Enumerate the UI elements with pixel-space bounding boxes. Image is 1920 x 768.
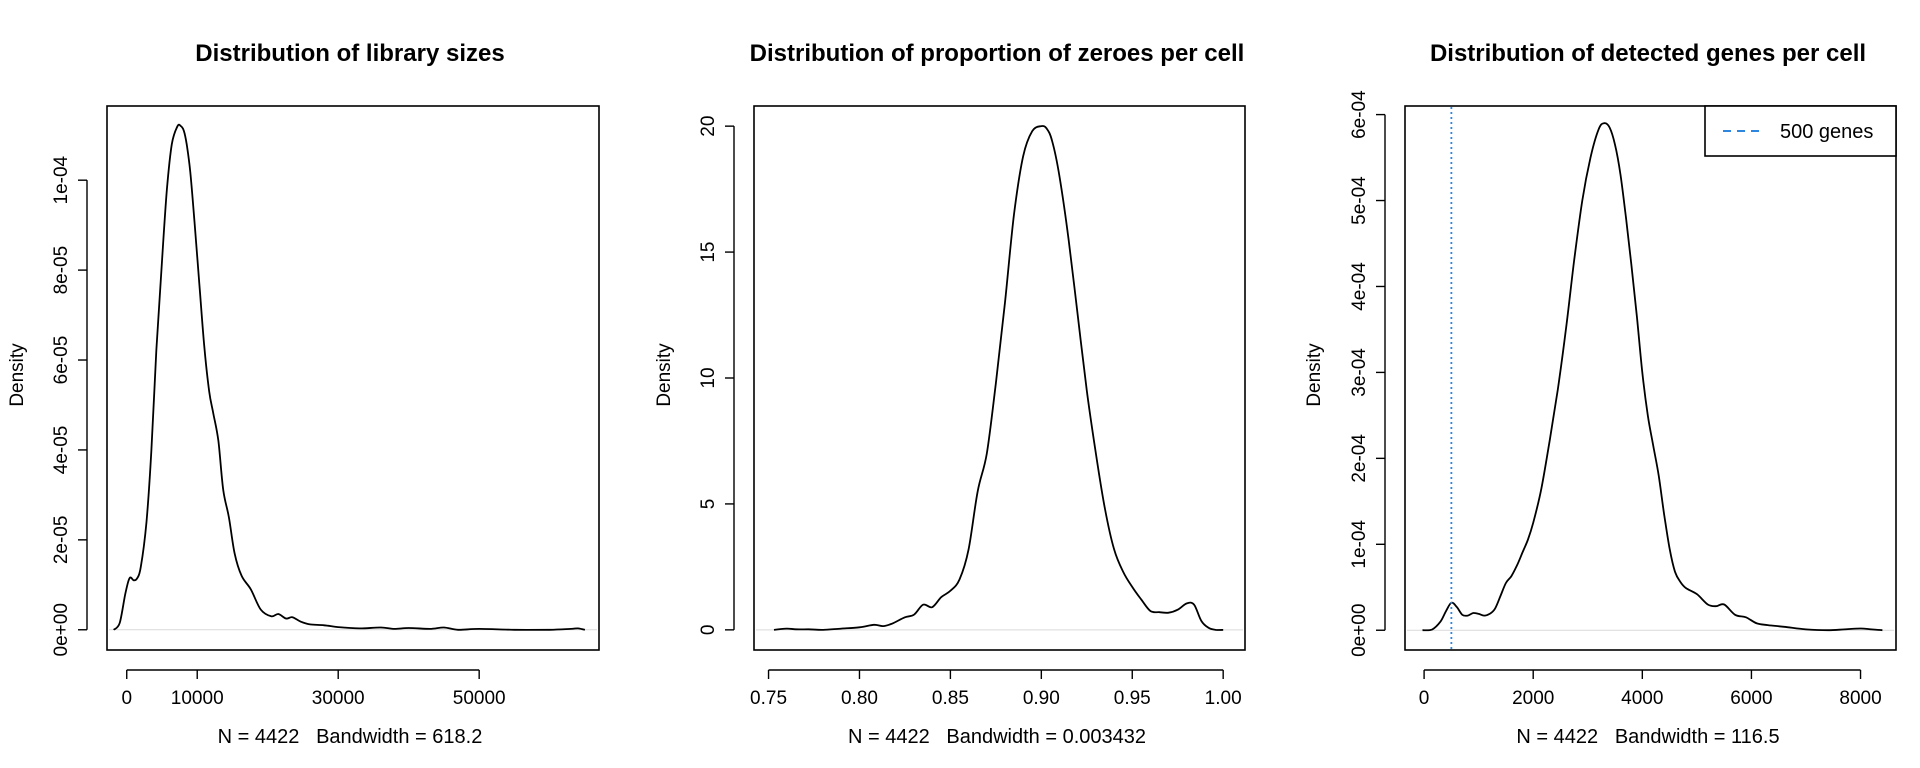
y-tick-label: 3e-04	[1349, 348, 1370, 397]
x-tick-label: 30000	[312, 688, 365, 709]
y-tick-label: 4e-04	[1349, 262, 1370, 311]
x-tick-label: 8000	[1839, 688, 1881, 709]
plot-frame	[753, 105, 1246, 651]
y-tick-label: 2e-04	[1349, 434, 1370, 483]
y-axis-label: Density	[7, 343, 28, 407]
y-tick-label: 0e+00	[51, 603, 72, 656]
density-curve	[773, 125, 1224, 631]
y-axis-label: Density	[1304, 343, 1325, 407]
y-tick-label: 1e-04	[51, 155, 72, 204]
x-tick-label: 50000	[453, 688, 506, 709]
legend-label: 500 genes	[1780, 121, 1873, 143]
x-tick-label: 10000	[171, 688, 224, 709]
y-tick-label: 20	[698, 116, 719, 137]
chart-title: Distribution of proportion of zeroes per…	[750, 40, 1245, 67]
chart-title: Distribution of detected genes per cell	[1430, 40, 1866, 67]
x-tick-label: 2000	[1512, 688, 1554, 709]
x-tick-label: 0	[121, 688, 132, 709]
y-tick-label: 6e-05	[51, 336, 72, 385]
y-tick-label: 0e+00	[1349, 604, 1370, 657]
x-tick-label: 0.85	[932, 688, 969, 709]
y-axis-label: Density	[654, 343, 675, 407]
legend-box	[1704, 105, 1897, 157]
y-tick-label: 2e-05	[51, 516, 72, 565]
x-tick-label: 1.00	[1205, 688, 1242, 709]
y-tick-label: 5	[698, 499, 719, 510]
x-tick-label: 0	[1419, 688, 1430, 709]
x-axis-label: N = 4422 Bandwidth = 618.2	[218, 726, 483, 748]
density-curve	[113, 123, 586, 631]
y-tick-label: 5e-04	[1349, 176, 1370, 225]
panel-detected-genes: Distribution of detected genes per cell …	[1304, 40, 1897, 748]
x-axis-label: N = 4422 Bandwidth = 116.5	[1516, 726, 1779, 748]
y-tick-label: 0	[698, 625, 719, 636]
y-tick-label: 6e-04	[1349, 90, 1370, 139]
x-axis-label: N = 4422 Bandwidth = 0.003432	[848, 726, 1146, 748]
y-tick-label: 15	[698, 242, 719, 263]
y-tick-label: 1e-04	[1349, 520, 1370, 569]
x-tick-label: 0.95	[1114, 688, 1151, 709]
density-curve	[1422, 122, 1883, 632]
y-tick-label: 10	[698, 367, 719, 388]
x-tick-label: 0.90	[1023, 688, 1060, 709]
x-tick-label: 6000	[1730, 688, 1772, 709]
plot-frame	[106, 105, 600, 651]
plot-frame	[1404, 105, 1897, 651]
chart-title: Distribution of library sizes	[195, 40, 504, 67]
x-tick-label: 0.80	[841, 688, 878, 709]
y-tick-label: 8e-05	[51, 246, 72, 295]
x-tick-label: 0.75	[750, 688, 787, 709]
panel-proportion-zeroes: Distribution of proportion of zeroes per…	[654, 40, 1246, 748]
x-tick-label: 4000	[1621, 688, 1663, 709]
y-tick-label: 4e-05	[51, 426, 72, 475]
panel-library-sizes: Distribution of library sizes Density N …	[7, 40, 600, 748]
